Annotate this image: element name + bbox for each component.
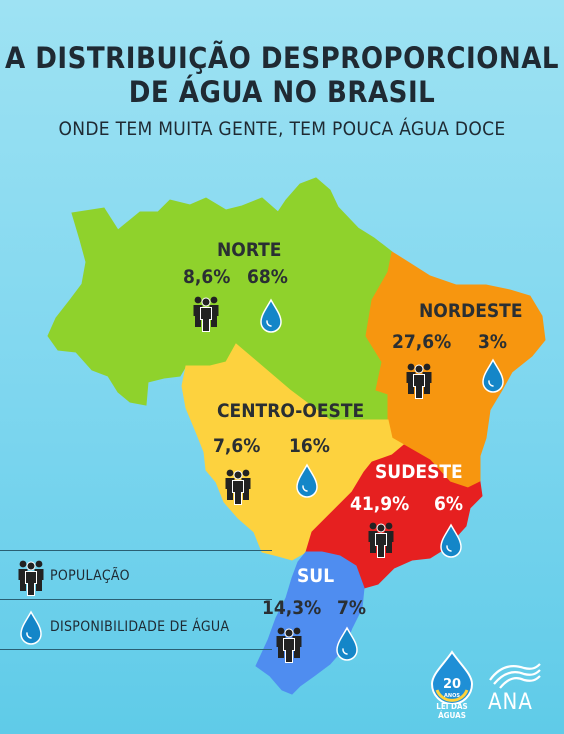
population-value-norte: 8,6% (183, 266, 231, 288)
legend-divider-bottom (0, 649, 272, 650)
water-value-nordeste: 3% (478, 331, 508, 353)
subtitle: ONDE TEM MUITA GENTE, TEM POUCA ÁGUA DOC… (58, 118, 506, 140)
water-value-centro-oeste: 16% (289, 435, 330, 457)
population-value-centro-oeste: 7,6% (213, 435, 261, 457)
water-value-sudeste: 6% (434, 493, 464, 515)
region-sudeste (305, 444, 483, 589)
ana-logo-text: ANA (488, 690, 533, 715)
legend-divider-top (0, 550, 272, 551)
population-value-nordeste: 27,6% (392, 331, 452, 353)
water-value-norte: 68% (247, 266, 288, 288)
population-icon-sudeste (368, 522, 394, 558)
region-name-sudeste: SUDESTE (375, 461, 463, 483)
ana-logo-icon (489, 663, 541, 689)
legend-water-label: DISPONIBILIDADE DE ÁGUA (50, 619, 230, 635)
legend-divider-middle (0, 599, 272, 600)
region-name-sul: SUL (297, 565, 335, 587)
legend-population-icon (18, 560, 44, 596)
region-name-norte: NORTE (217, 239, 282, 261)
lei-das-aguas-20-anos-logo: 20 ANOS (430, 650, 474, 704)
population-icon-nordeste (406, 363, 432, 399)
population-value-sudeste: 41,9% (350, 493, 410, 515)
badge-caption: LEI DAS ÁGUAS (436, 702, 468, 720)
population-value-sul: 14,3% (262, 597, 322, 619)
legend-population-label: POPULAÇÃO (50, 568, 130, 584)
region-name-nordeste: NORDESTE (419, 300, 523, 322)
badge-word: ANOS (444, 693, 460, 699)
population-icon-centro-oeste (225, 469, 251, 505)
badge-number: 20 (443, 677, 461, 692)
title-line-2: DE ÁGUA NO BRASIL (128, 75, 436, 109)
region-sul (255, 551, 365, 695)
population-icon-norte (193, 296, 219, 332)
population-icon-sul (276, 627, 302, 663)
legend-water-drop-icon (20, 611, 42, 645)
water-value-sul: 7% (337, 597, 367, 619)
region-name-centro-oeste: CENTRO-OESTE (217, 400, 365, 422)
region-nordeste (365, 251, 546, 489)
title-line-1: A DISTRIBUIÇÃO DESPROPORCIONAL (4, 41, 560, 75)
